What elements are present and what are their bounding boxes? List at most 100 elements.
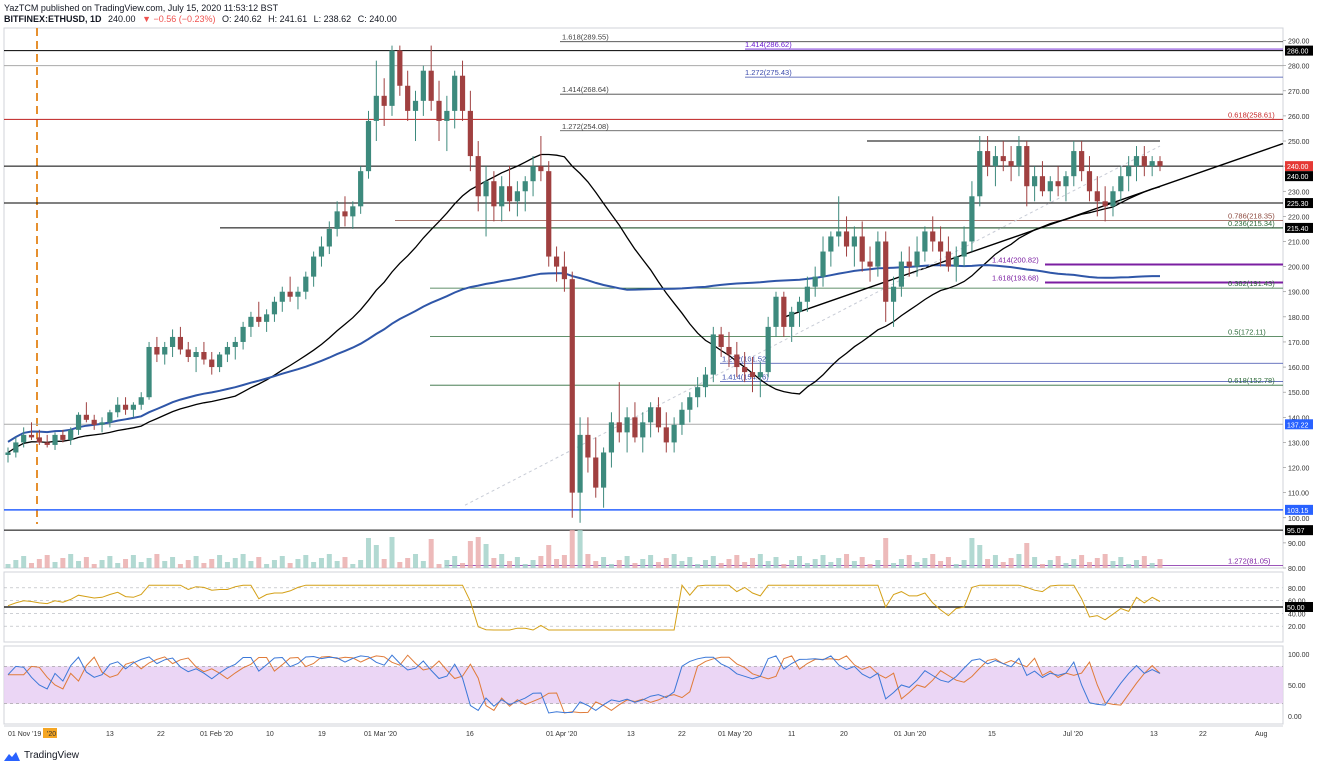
price-axis-badge-label: 137.22 [1287, 422, 1309, 429]
stoch-level-label: 100.00 [1288, 652, 1310, 659]
volume-bar [115, 563, 121, 568]
candle [115, 397, 121, 418]
candle [1079, 141, 1085, 182]
volume-bar [1157, 559, 1163, 568]
candle [600, 447, 607, 508]
candle [216, 352, 223, 373]
volume-bar [569, 530, 575, 568]
candle-body [224, 346, 231, 355]
candle [240, 321, 246, 350]
volume-bar [5, 564, 11, 568]
fib-level-label: 0.618(152.78) [1228, 376, 1275, 385]
candle [506, 166, 513, 212]
fib-level-label: 1.272(254.08) [562, 122, 609, 131]
candle [1118, 166, 1124, 202]
candle-body [953, 256, 959, 267]
candle-body [608, 422, 615, 453]
candle-body [648, 407, 654, 423]
candle-body [789, 311, 795, 327]
price-axis-badge [1285, 504, 1313, 515]
volume-bar [60, 558, 66, 568]
candle-body [851, 236, 857, 247]
x-tick-label: 13 [1150, 731, 1158, 738]
price-axis-badge-label: 240.00 [1287, 174, 1309, 181]
volume-bar [1118, 557, 1124, 568]
y-tick-label: 220.00 [1288, 214, 1310, 221]
rsi-line [7, 584, 1161, 631]
candle [1110, 186, 1116, 217]
volume-bar [1126, 564, 1132, 568]
symbol-label[interactable]: BITFINEX:ETHUSD, 1D [4, 14, 102, 24]
y-tick-label: 110.00 [1288, 491, 1309, 498]
candle-body [781, 296, 787, 327]
candle-body [334, 211, 340, 229]
volume-bar [679, 561, 685, 568]
volume-bar [52, 562, 58, 568]
candle-body [1079, 151, 1085, 172]
volume-bar [1024, 543, 1030, 568]
y-tick-label: 250.00 [1288, 139, 1310, 146]
candle [13, 437, 19, 458]
candle-body [412, 100, 419, 111]
candle-body [726, 346, 732, 355]
candle-body [506, 186, 513, 202]
candle-body [185, 349, 191, 358]
candle-body [91, 419, 97, 425]
candle-body [859, 236, 865, 262]
x-tick-label: 13 [106, 731, 114, 738]
volume-bar [898, 559, 904, 568]
volume-bar [467, 541, 473, 568]
candle [60, 429, 66, 443]
candle-body [5, 452, 11, 455]
volume-bar [906, 555, 912, 568]
candle [295, 286, 301, 310]
candle-body [749, 372, 756, 378]
candle [945, 236, 952, 272]
y-tick-label: 150.00 [1288, 390, 1310, 397]
volume-bar [671, 554, 677, 568]
candle-body [1110, 191, 1116, 207]
volume-bar [99, 560, 105, 568]
candle [804, 276, 810, 312]
volume-bar [577, 530, 583, 568]
volume-bar [648, 555, 654, 568]
stoch-d-line [8, 654, 1161, 714]
candle [36, 429, 42, 445]
candle [1039, 161, 1046, 197]
volume-bar [593, 561, 599, 568]
volume-bar [405, 558, 411, 568]
candle-body [216, 354, 223, 368]
moving-average-line [7, 264, 1160, 443]
candle-body [381, 95, 387, 106]
candle-body [130, 404, 136, 410]
volume-bar [789, 560, 795, 568]
candle-body [687, 397, 693, 410]
volume-bar [68, 554, 74, 568]
y-tick-label: 80.00 [1288, 566, 1306, 573]
fib-level-label: 1.414(154.26) [722, 372, 769, 381]
fib-level-label: 1.272(275.43) [745, 68, 792, 77]
candle [52, 432, 58, 450]
volume-bar [491, 558, 497, 568]
candle-body [146, 346, 152, 398]
volume-bar [828, 562, 834, 568]
candle-body [311, 256, 317, 277]
volume-bar [632, 563, 638, 568]
volume-bar [616, 560, 622, 568]
candle-body [773, 296, 779, 327]
candle [843, 216, 850, 257]
candle-body [342, 211, 348, 217]
fib-level-label: 0.382(191.43) [1228, 279, 1275, 288]
candle-body [1157, 161, 1163, 167]
candle-body [1094, 191, 1100, 202]
candle [5, 447, 11, 463]
candle [538, 136, 544, 182]
candle-body [883, 241, 889, 302]
candle [326, 221, 332, 255]
candle-body [318, 246, 325, 257]
candle [44, 434, 50, 448]
candle [91, 414, 97, 430]
volume-bar [1008, 558, 1014, 568]
candle-body [820, 251, 826, 277]
